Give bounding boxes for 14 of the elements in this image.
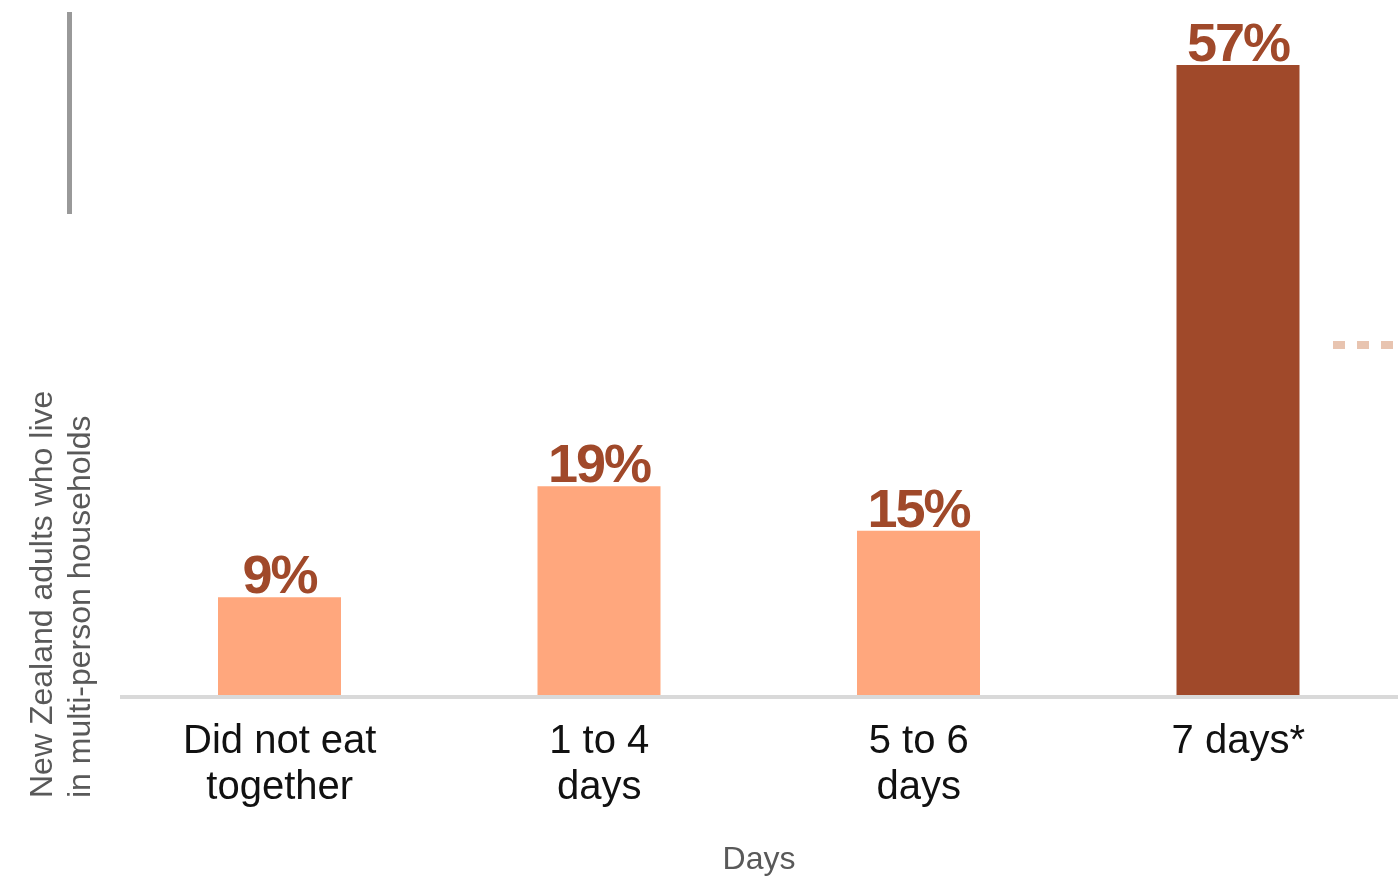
x-tick-label: 5 to 6 days — [868, 717, 969, 807]
data-label: 57% — [1186, 12, 1291, 72]
bar — [537, 486, 661, 697]
x-tick-label: 1 to 4 days — [549, 717, 650, 807]
x-tick-label: 7 days* — [1171, 717, 1305, 761]
y-axis-title: New Zealand adults who live in multi-person households — [22, 389, 98, 798]
bar — [857, 530, 980, 697]
x-axis-title: Days — [721, 840, 797, 877]
data-label: 9% — [242, 544, 318, 605]
data-label: 19% — [547, 433, 652, 494]
bar — [1176, 65, 1300, 697]
x-tick-label: Did not eat together — [183, 717, 377, 807]
data-label: 15% — [867, 477, 971, 538]
bar — [218, 597, 341, 697]
